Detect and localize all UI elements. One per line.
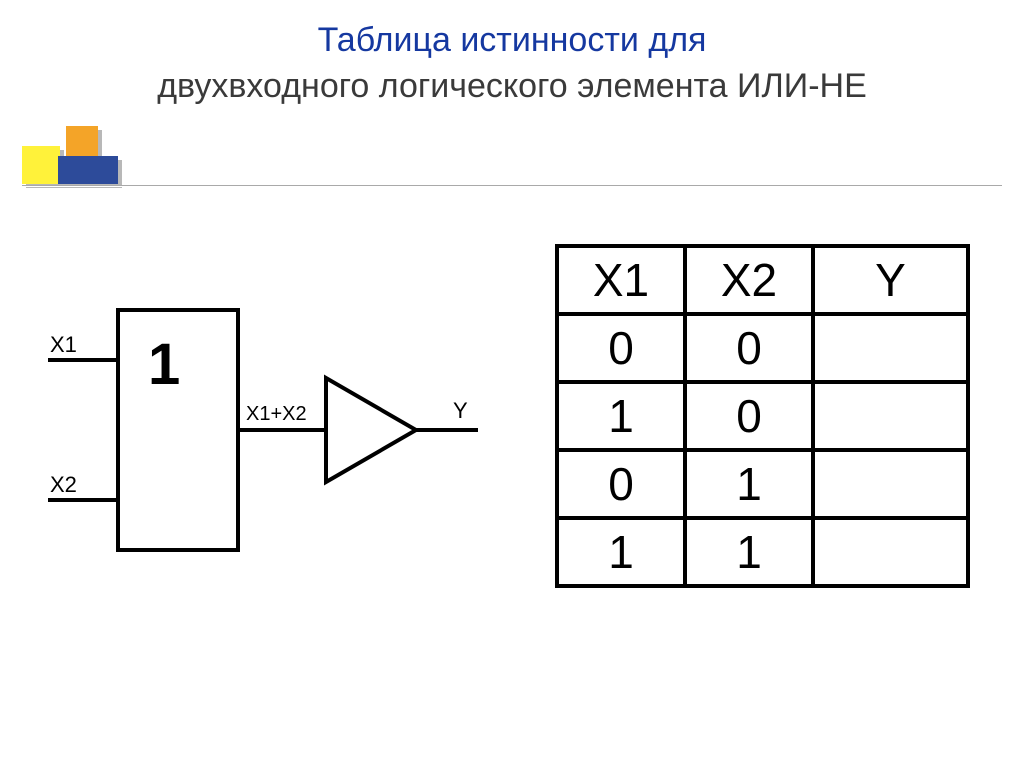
cell: 0 bbox=[557, 450, 685, 518]
cell: 0 bbox=[685, 314, 813, 382]
mid-label: X1+X2 bbox=[246, 403, 307, 425]
input-x1-label: X1 bbox=[50, 332, 77, 357]
cell: 0 bbox=[685, 382, 813, 450]
truth-table: X1 X2 Y 0 0 1 0 0 1 1 1 bbox=[555, 244, 970, 588]
gate-or-label: 1 bbox=[148, 332, 180, 397]
cell bbox=[813, 450, 968, 518]
col-header-x2: X2 bbox=[685, 246, 813, 314]
cell: 0 bbox=[557, 314, 685, 382]
table-row: 1 0 bbox=[557, 382, 968, 450]
table-header-row: X1 X2 Y bbox=[557, 246, 968, 314]
cell: 1 bbox=[685, 450, 813, 518]
cell bbox=[813, 314, 968, 382]
title-highlight: Таблица истинности для bbox=[318, 21, 707, 59]
input-x2-label: X2 bbox=[50, 472, 77, 497]
table-row: 0 1 bbox=[557, 450, 968, 518]
cell: 1 bbox=[685, 518, 813, 586]
output-y-label: Y bbox=[453, 398, 468, 423]
cell: 1 bbox=[557, 382, 685, 450]
cell bbox=[813, 382, 968, 450]
col-header-x1: X1 bbox=[557, 246, 685, 314]
logic-diagram: 1 X1 X2 X1+X2 Y bbox=[28, 290, 488, 595]
col-header-y: Y bbox=[813, 246, 968, 314]
table-row: 1 1 bbox=[557, 518, 968, 586]
page-title: Таблица истинности для двухвходного логи… bbox=[0, 18, 1024, 110]
table-row: 0 0 bbox=[557, 314, 968, 382]
divider-line bbox=[22, 185, 1002, 187]
cell: 1 bbox=[557, 518, 685, 586]
corner-decoration bbox=[22, 126, 142, 211]
cell bbox=[813, 518, 968, 586]
title-rest: двухвходного логического элемента ИЛИ-НЕ bbox=[157, 67, 867, 105]
